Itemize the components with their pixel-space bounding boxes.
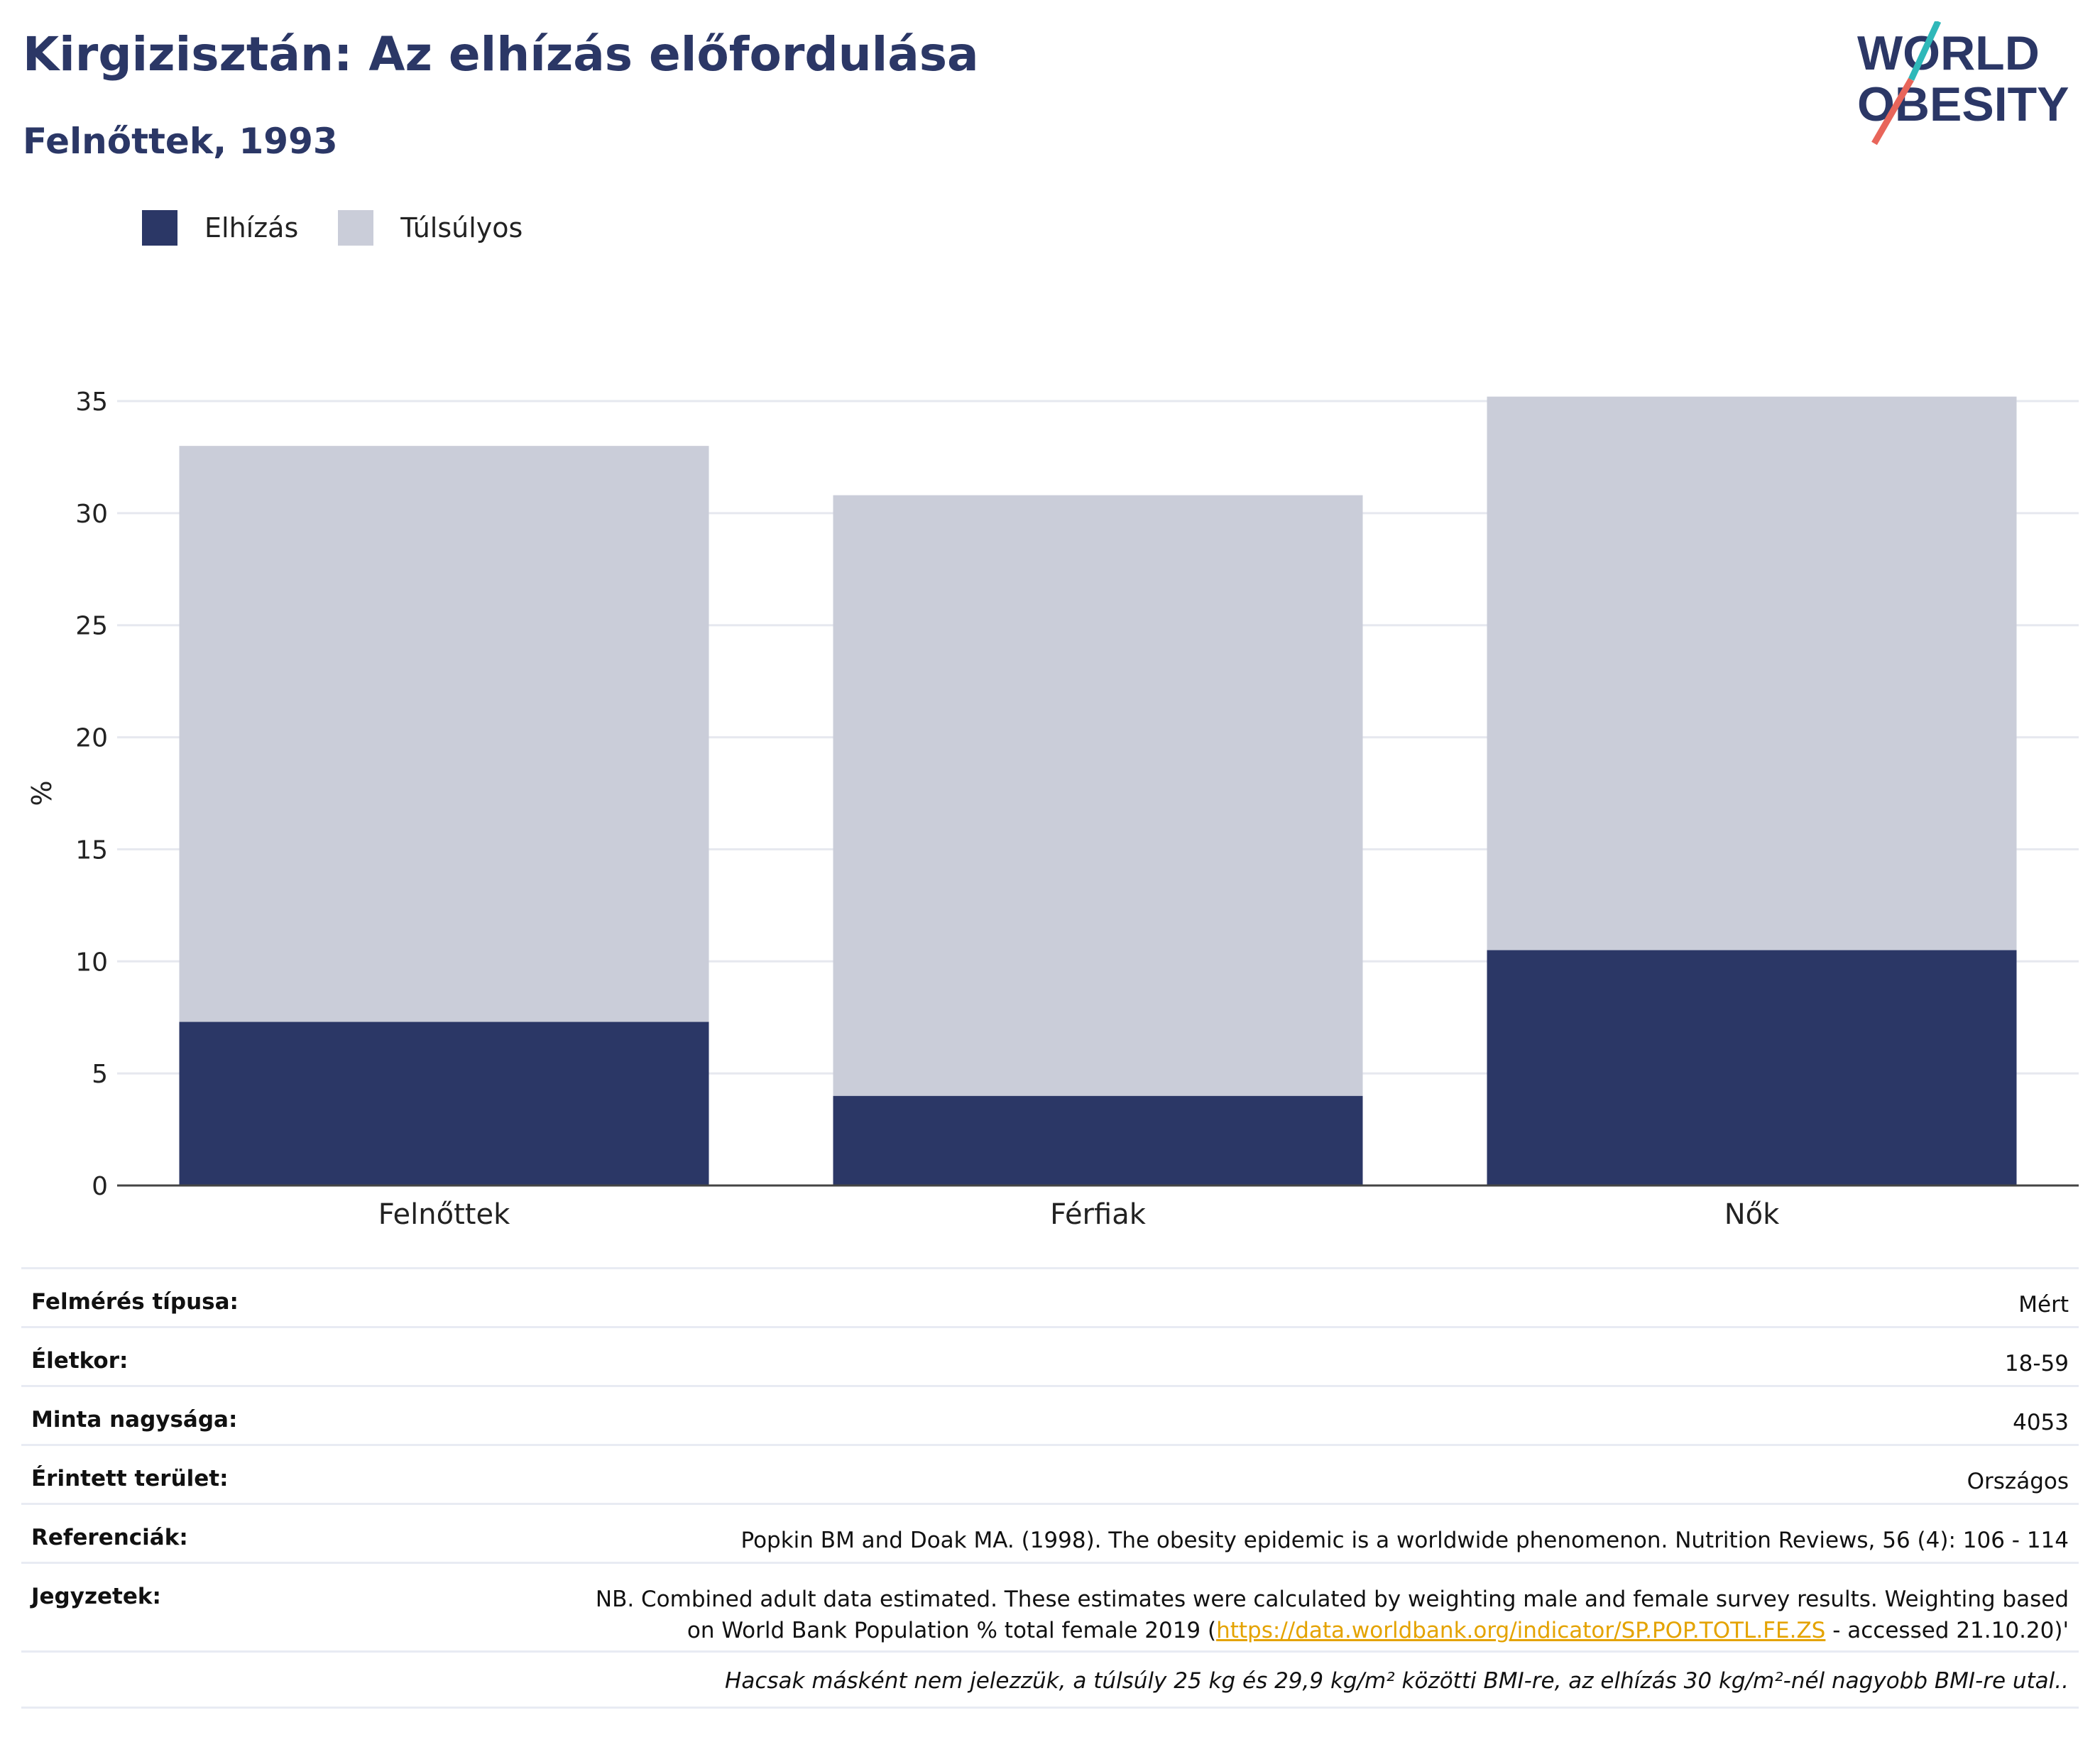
notes-line-2-suffix: - accessed 21.10.20)'	[1825, 1618, 2069, 1643]
bar-overweight	[179, 446, 709, 1022]
info-value: 4053	[2013, 1410, 2069, 1435]
bar-obesity	[179, 1022, 709, 1185]
y-tick-label: 30	[75, 500, 108, 529]
chart-legend: Elhízás Túlsúlyos	[142, 210, 562, 246]
y-tick-label: 5	[92, 1060, 108, 1089]
survey-info-table: Felmérés típusa: Mért Életkor: 18-59 Min…	[21, 1267, 2079, 1709]
bmi-footnote: Hacsak másként nem jelezzük, a túlsúly 2…	[21, 1650, 2079, 1709]
x-tick-label: Nők	[1724, 1198, 1780, 1228]
bar-obesity	[1487, 950, 2017, 1185]
page-title: Kirgizisztán: Az elhízás előfordulása	[23, 27, 979, 82]
logo-word-world: WORLD	[1857, 26, 2040, 80]
info-label: Jegyzetek:	[31, 1584, 161, 1609]
legend-swatch-overweight	[338, 210, 374, 246]
y-axis-title: %	[26, 780, 58, 806]
info-label: Referenciák:	[31, 1525, 188, 1550]
x-tick-label: Felnőttek	[378, 1198, 510, 1228]
y-tick-label: 15	[75, 836, 108, 865]
notes-text: NB. Combined adult data estimated. These…	[596, 1584, 2069, 1646]
bar-overweight	[1487, 396, 2017, 951]
y-tick-label: 35	[75, 388, 108, 417]
legend-item-overweight[interactable]: Túlsúlyos	[338, 210, 523, 246]
logo-word-obesity: OBESITY	[1857, 77, 2069, 131]
info-row-sample-size: Minta nagysága: 4053	[21, 1385, 2079, 1444]
y-tick-label: 0	[92, 1172, 108, 1201]
info-row-area: Érintett terület: Országos	[21, 1444, 2079, 1503]
info-label: Felmérés típusa:	[31, 1289, 239, 1315]
info-label: Életkor:	[31, 1348, 128, 1374]
info-value: Mért	[2018, 1292, 2069, 1318]
y-tick-label: 10	[75, 948, 108, 977]
legend-item-obesity[interactable]: Elhízás	[142, 210, 298, 246]
info-value: Popkin BM and Doak MA. (1998). The obesi…	[740, 1528, 2069, 1553]
legend-swatch-obesity	[142, 210, 177, 246]
info-value: 18-59	[2004, 1351, 2069, 1376]
legend-label-overweight: Túlsúlyos	[400, 212, 523, 243]
y-tick-label: 20	[75, 724, 108, 753]
info-row-age: Életkor: 18-59	[21, 1326, 2079, 1385]
logo-slash-coral	[1871, 77, 1914, 146]
notes-line-1: NB. Combined adult data estimated. These…	[595, 1587, 2069, 1612]
y-tick-label: 25	[75, 612, 108, 641]
page-subtitle: Felnőttek, 1993	[23, 121, 338, 162]
notes-line-2-prefix: on World Bank Population % total female …	[687, 1618, 1217, 1643]
info-value: Országos	[1967, 1469, 2069, 1494]
info-row-survey-type: Felmérés típusa: Mért	[21, 1267, 2079, 1326]
worldbank-link[interactable]: https://data.worldbank.org/indicator/SP.…	[1216, 1618, 1826, 1643]
info-label: Minta nagysága:	[31, 1407, 238, 1433]
info-label: Érintett terület:	[31, 1466, 229, 1491]
world-obesity-logo: WORLD OBESITY	[1857, 21, 2069, 146]
logo-slash-teal	[1908, 21, 1942, 81]
bar-overweight	[833, 495, 1363, 1096]
x-tick-label: Férfiak	[1050, 1198, 1147, 1228]
info-row-notes: Jegyzetek: NB. Combined adult data estim…	[21, 1562, 2079, 1650]
info-row-references: Referenciák: Popkin BM and Doak MA. (199…	[21, 1503, 2079, 1562]
stacked-bar-chart: 0 5 10 15 20 25 30 35% Felnőttek Férfiak Nők	[26, 388, 2079, 1228]
bar-obesity	[833, 1095, 1363, 1185]
legend-label-obesity: Elhízás	[204, 212, 299, 243]
